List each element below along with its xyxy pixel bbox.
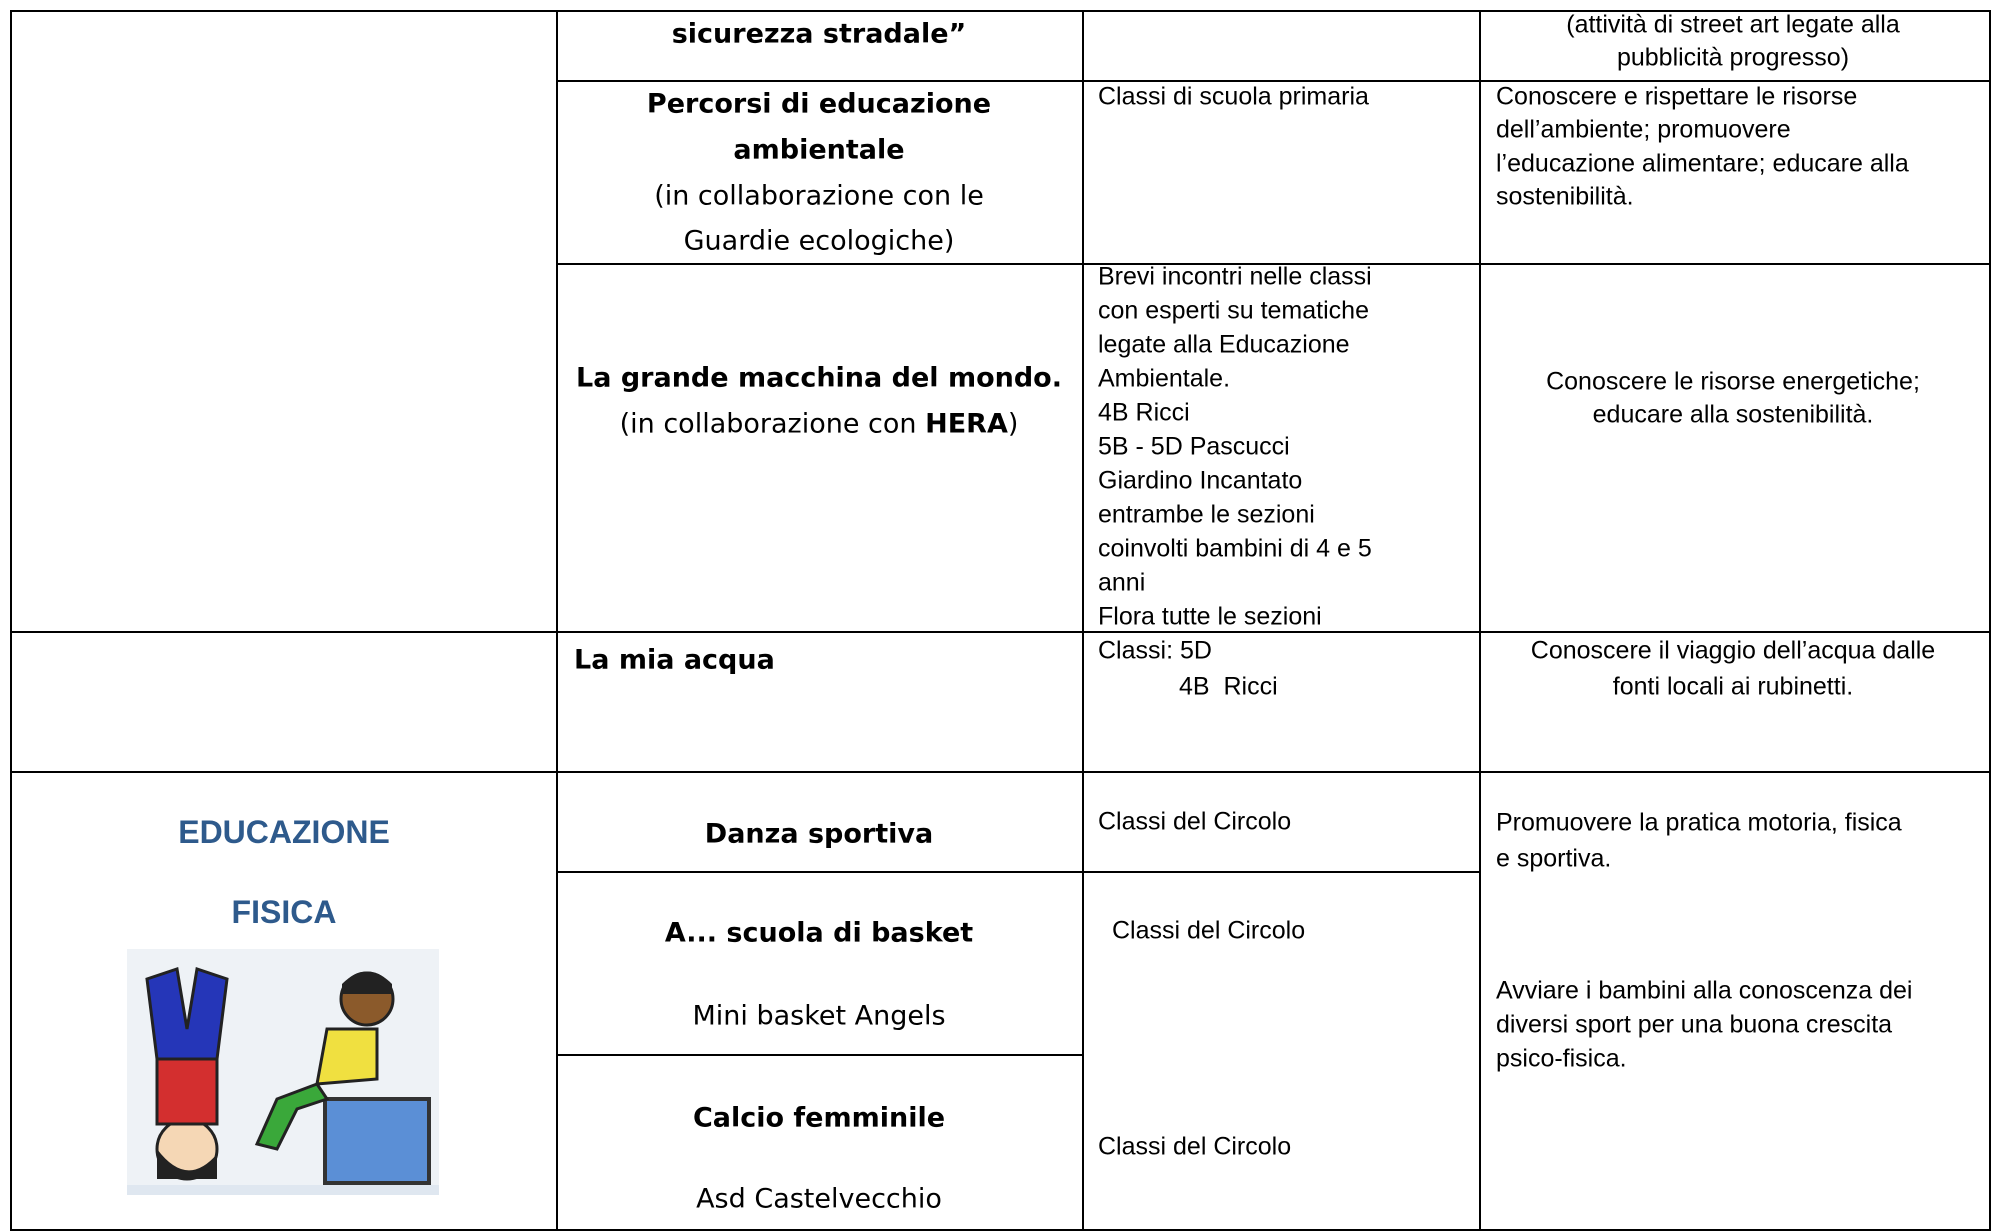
goal: Avviare i bambini alla conoscenza dei — [1496, 976, 1913, 1005]
text: HERA — [925, 408, 1008, 440]
project: A... scuola di basket — [664, 917, 974, 949]
text: (in collaborazione con — [619, 408, 926, 440]
project: Calcio femminile — [692, 1102, 946, 1134]
classes: Classi del Circolo — [1112, 916, 1306, 945]
goal: Conoscere le risorse energetiche; — [1546, 367, 1920, 396]
classes: 4B Ricci — [1179, 672, 1278, 701]
classes: Ambientale. — [1098, 364, 1231, 393]
classes: Giardino Incantato — [1098, 466, 1303, 495]
rule — [10, 10, 1991, 12]
classes: Classi del Circolo — [1098, 1132, 1292, 1161]
classes: con esperti su tematiche — [1098, 296, 1369, 325]
goal: Promuovere la pratica motoria, fisica — [1496, 808, 1902, 837]
text: ) — [1007, 408, 1019, 440]
area-title: FISICA — [231, 894, 337, 930]
project: La grande macchina del mondo. — [576, 362, 1062, 394]
classes: Brevi incontri nelle classi — [1098, 262, 1372, 291]
classes: anni — [1098, 568, 1146, 597]
classes: Classi: 5D — [1098, 636, 1212, 665]
project: Danza sportiva — [704, 818, 934, 850]
classes: 4B Ricci — [1098, 398, 1190, 427]
project: Mini basket Angels — [692, 1000, 946, 1032]
rule — [1989, 10, 1991, 1231]
goal: dell’ambiente; promuovere — [1496, 115, 1791, 144]
area-title: EDUCAZIONE — [178, 814, 390, 850]
goal: (attività di street art legate alla — [1566, 10, 1900, 39]
classes: Flora tutte le sezioni — [1098, 602, 1322, 631]
rule — [556, 263, 1991, 265]
rule — [1082, 10, 1084, 1231]
rule — [556, 1054, 1083, 1056]
goal: diversi sport per una buona crescita — [1496, 1010, 1893, 1039]
goal: psico-fisica. — [1496, 1044, 1627, 1073]
rule — [10, 10, 12, 1231]
goal: sostenibilità. — [1496, 182, 1634, 211]
project: Asd Castelvecchio — [696, 1183, 942, 1215]
goal: e sportiva. — [1496, 844, 1612, 873]
rule — [10, 1229, 1991, 1231]
project: La mia acqua — [574, 644, 775, 676]
classes: 5B - 5D Pascucci — [1098, 432, 1290, 461]
rule — [10, 631, 1991, 633]
project: (in collaborazione con le — [654, 180, 984, 212]
goal: Conoscere il viaggio dell’acqua dalle — [1530, 636, 1936, 665]
rule — [556, 80, 1991, 82]
classes: entrambe le sezioni — [1098, 500, 1315, 529]
project: sicurezza stradale” — [671, 18, 967, 50]
illustration — [127, 949, 439, 1195]
goal: fonti locali ai rubinetti. — [1612, 672, 1854, 701]
classes: legate alla Educazione — [1098, 330, 1350, 359]
project: ambientale — [733, 134, 905, 166]
rule — [1479, 10, 1481, 1231]
goal: educare alla sostenibilità. — [1592, 400, 1874, 429]
goal: l’educazione alimentare; educare alla — [1496, 149, 1909, 178]
goal: pubblicità progresso) — [1616, 43, 1850, 72]
goal: Conoscere e rispettare le risorse — [1496, 82, 1858, 111]
rule — [10, 771, 1991, 773]
classes: coinvolti bambini di 4 e 5 — [1098, 534, 1372, 563]
classes: Classi di scuola primaria — [1098, 82, 1369, 111]
project: Guardie ecologiche) — [683, 225, 955, 257]
classes: Classi del Circolo — [1098, 807, 1292, 836]
project: Percorsi di educazione — [646, 88, 992, 120]
rule — [556, 871, 1481, 873]
project: (in collaborazione con HERA) — [620, 411, 1019, 438]
rule — [556, 10, 558, 1231]
